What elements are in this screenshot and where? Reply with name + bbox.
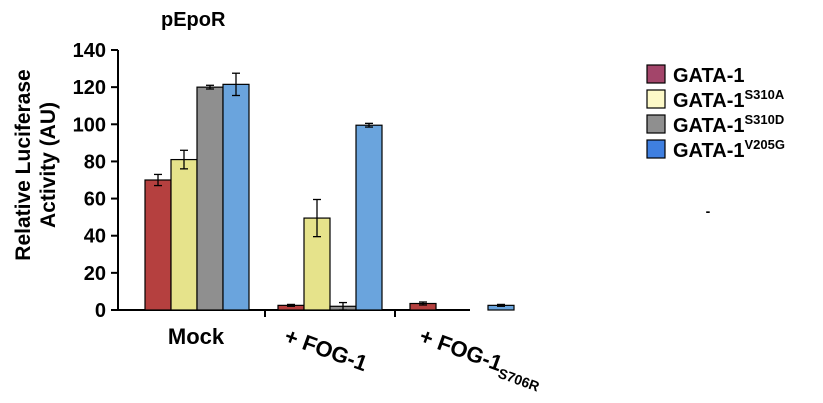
- x-tick-labels: Mock + FOG-1 + FOG-1S706R: [168, 323, 546, 394]
- legend-label: GATA-1: [673, 65, 744, 87]
- bar: [170, 158, 198, 311]
- y-tick-label: 60: [84, 189, 106, 211]
- bar: [196, 86, 224, 311]
- chart-title: pEpoR: [161, 9, 226, 31]
- y-tick-label: 20: [84, 263, 106, 285]
- y-tick-label: 0: [95, 300, 106, 322]
- y-tick-label: 120: [73, 77, 106, 99]
- legend-swatch: [646, 114, 666, 134]
- x-tick-label: + FOG-1S706R: [415, 323, 546, 394]
- y-axis-label-line-2: Activity (AU): [37, 102, 60, 228]
- x-tick-label: Mock: [168, 324, 225, 349]
- y-tick-label: 40: [84, 226, 106, 248]
- legend-label: GATA-1S310A: [673, 87, 785, 112]
- x-tick-label: + FOG-1: [281, 323, 371, 376]
- legend-swatch: [646, 64, 666, 84]
- bar: [144, 179, 172, 311]
- y-tick-label: 140: [73, 40, 106, 62]
- legend-swatch: [646, 139, 666, 159]
- stray-mark: -: [706, 203, 711, 219]
- legend-label: GATA-1S310D: [673, 112, 784, 137]
- bars: [144, 72, 515, 311]
- axes: 0 20 40 60 80 100 120 140: [73, 40, 470, 322]
- y-axis-label: Relative Luciferase Activity (AU): [12, 69, 60, 260]
- y-tick-label: 80: [84, 151, 106, 173]
- legend-swatch: [646, 89, 666, 109]
- bar: [355, 124, 383, 311]
- legend-label: GATA-1V205G: [673, 137, 785, 162]
- y-tick-label: 100: [73, 114, 106, 136]
- y-axis-label-line-1: Relative Luciferase: [12, 69, 35, 260]
- bar: [222, 83, 250, 311]
